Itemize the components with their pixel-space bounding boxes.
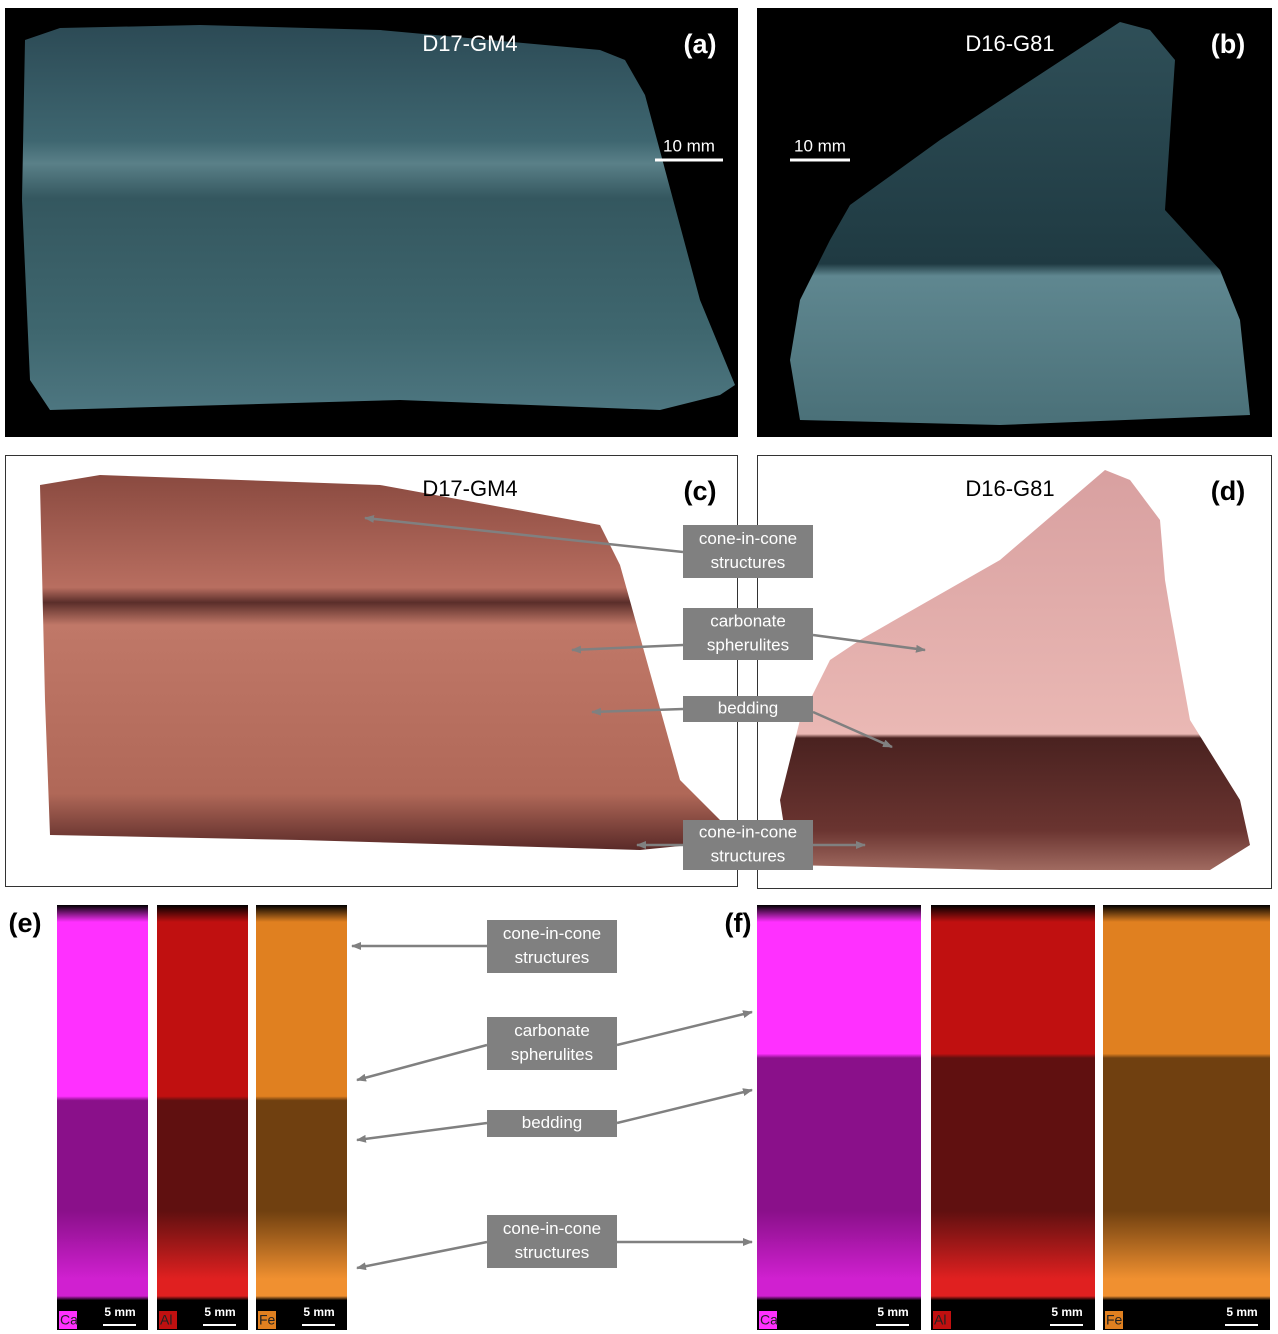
arrow: [357, 1123, 487, 1140]
annotation-text: carbonate: [710, 611, 786, 630]
rock-sample: [22, 25, 735, 410]
annotation-text: spherulites: [707, 635, 789, 654]
element-label: Ca: [60, 1312, 78, 1328]
panel-label: (a): [684, 29, 717, 59]
annotation-text: cone-in-cone: [503, 924, 601, 943]
scale-label: 5 mm: [1226, 1305, 1257, 1319]
sample-name: D16-G81: [965, 476, 1054, 501]
scale-label: 5 mm: [204, 1305, 235, 1319]
element-label: Fe: [1106, 1312, 1123, 1328]
panel-label: (c): [684, 476, 717, 506]
annotation-text: structures: [515, 948, 590, 967]
arrow: [617, 1090, 752, 1123]
element-map: [256, 905, 347, 1330]
scale-label: 10 mm: [663, 136, 715, 155]
annotation-text: bedding: [718, 698, 779, 717]
element-map: [57, 905, 148, 1330]
annotation-text: cone-in-cone: [699, 822, 797, 841]
annotation-text: structures: [515, 1243, 590, 1262]
scale-label: 10 mm: [794, 136, 846, 155]
sample-name: D17-GM4: [422, 476, 517, 501]
scale-label: 5 mm: [1051, 1305, 1082, 1319]
annotation-text: cone-in-cone: [503, 1219, 601, 1238]
element-label: Al: [934, 1312, 946, 1328]
annotation-text: carbonate: [514, 1021, 590, 1040]
element-map: [157, 905, 248, 1330]
element-map: [1103, 905, 1270, 1330]
sample-name: D17-GM4: [422, 31, 517, 56]
annotation-text: structures: [711, 553, 786, 572]
scale-label: 5 mm: [104, 1305, 135, 1319]
figure: D17-GM4 (a) 10 mm D16-G81 (b) 10 mm D17-…: [0, 0, 1278, 1334]
sample-name: D16-G81: [965, 31, 1054, 56]
arrow: [617, 1012, 752, 1045]
panel-label: (d): [1211, 476, 1245, 506]
annotation-text: cone-in-cone: [699, 529, 797, 548]
panel-label: (e): [9, 908, 42, 938]
scale-label: 5 mm: [303, 1305, 334, 1319]
element-map: [757, 905, 921, 1330]
panel-label: (b): [1211, 29, 1245, 59]
arrow: [357, 1242, 487, 1268]
element-label: Al: [160, 1312, 172, 1328]
annotation-text: bedding: [522, 1113, 583, 1132]
scale-label: 5 mm: [877, 1305, 908, 1319]
element-map: [931, 905, 1095, 1330]
annotation-text: structures: [711, 846, 786, 865]
element-label: Ca: [760, 1312, 778, 1328]
arrow: [357, 1045, 487, 1080]
annotation-text: spherulites: [511, 1045, 593, 1064]
panel-label: (f): [725, 908, 752, 938]
element-label: Fe: [259, 1312, 276, 1328]
